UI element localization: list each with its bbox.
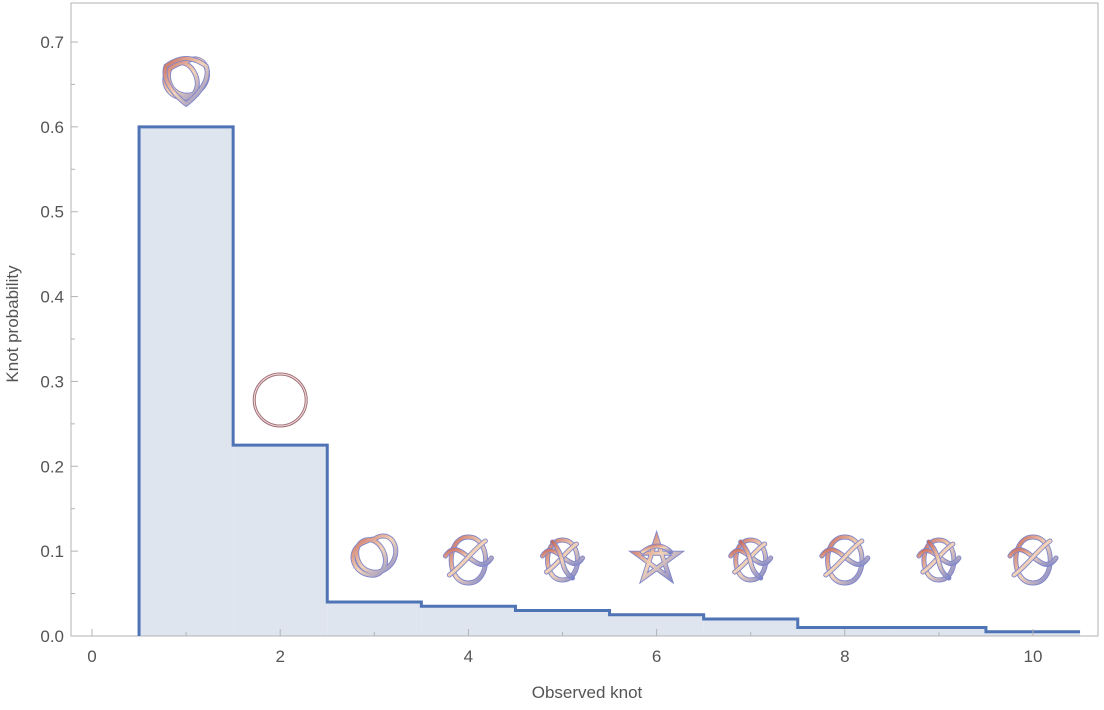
x-tick-label: 4 bbox=[464, 647, 473, 666]
y-axis-title: Knot probability bbox=[3, 265, 22, 383]
step-bar bbox=[233, 445, 328, 636]
x-tick-label: 2 bbox=[275, 647, 284, 666]
y-tick-label: 0.1 bbox=[40, 542, 64, 561]
unknot-ring-highlight bbox=[253, 373, 307, 427]
step-bar bbox=[139, 126, 234, 636]
knot-strand bbox=[550, 540, 575, 580]
knot-strand bbox=[449, 535, 488, 585]
trefoil-pair-knot-image bbox=[162, 56, 211, 108]
knot-strand bbox=[825, 535, 864, 585]
knot-strand bbox=[163, 56, 209, 106]
step-line-layer bbox=[137, 125, 1081, 636]
x-tick-label: 10 bbox=[1024, 647, 1043, 666]
y-tick-label: 0.5 bbox=[40, 203, 64, 222]
y-tick-label: 0.0 bbox=[40, 627, 64, 646]
trefoil-knot-image bbox=[350, 533, 399, 578]
compound-knot-image bbox=[728, 537, 774, 583]
knot-images-layer bbox=[162, 56, 1059, 586]
x-axis-title: Observed knot bbox=[532, 683, 643, 702]
compound-knot-image bbox=[1007, 534, 1059, 586]
y-tick-label: 0.3 bbox=[40, 372, 64, 391]
knot-strand bbox=[1014, 535, 1052, 585]
compound-knot-image bbox=[540, 537, 585, 583]
step-bar bbox=[515, 610, 610, 636]
plot-frame-rect bbox=[70, 2, 1099, 637]
y-tick-label: 0.4 bbox=[40, 288, 64, 307]
y-tick-label: 0.7 bbox=[40, 33, 64, 52]
knot-strand bbox=[640, 544, 673, 554]
x-tick-label: 6 bbox=[652, 647, 661, 666]
step-line bbox=[137, 125, 1081, 636]
knot-strand bbox=[824, 539, 864, 577]
compound-knot-image bbox=[819, 534, 871, 586]
knot-strand bbox=[1012, 539, 1052, 577]
step-bar bbox=[703, 619, 798, 636]
x-tick-label: 8 bbox=[840, 647, 849, 666]
area-fill-layer bbox=[139, 126, 1081, 636]
axis-ticks: 0.0 0.1 0.2 0.3 0.4 0.5 0.6 0.7 0 2 4 6 8 10 bbox=[40, 0, 1043, 666]
knot-strand bbox=[351, 534, 398, 577]
knot-strand bbox=[447, 539, 487, 577]
step-bar bbox=[609, 614, 704, 636]
knot-strand bbox=[739, 540, 763, 580]
cinquefoil-knot-image bbox=[628, 529, 686, 585]
unknot-image bbox=[252, 372, 308, 428]
compound-knot-image bbox=[442, 534, 494, 586]
x-tick-label: 0 bbox=[87, 647, 96, 666]
plot-frame bbox=[70, 2, 1099, 637]
compound-knot-image bbox=[916, 537, 962, 583]
y-tick-label: 0.2 bbox=[40, 457, 64, 476]
knot-strand bbox=[927, 540, 951, 580]
y-tick-label: 0.6 bbox=[40, 118, 64, 137]
step-bar bbox=[891, 627, 986, 636]
knot-strand bbox=[630, 532, 683, 582]
step-bar bbox=[327, 602, 422, 636]
